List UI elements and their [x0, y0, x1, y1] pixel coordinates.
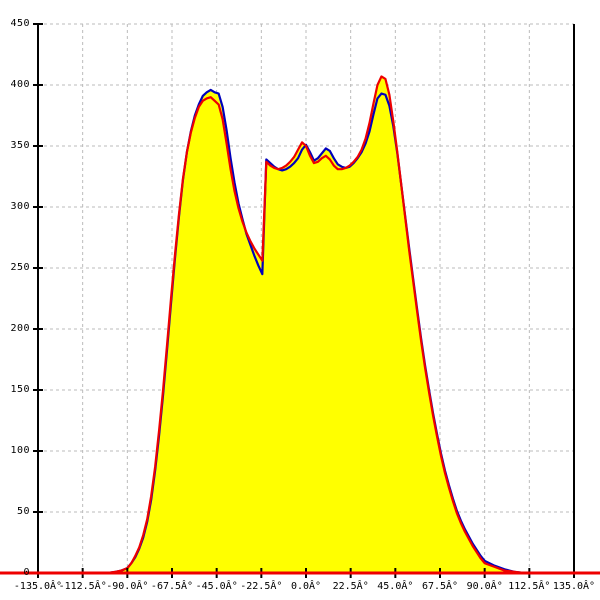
x-axis-tick-label: 45.0Â° [377, 581, 414, 592]
x-axis-tick-label: -45.0Â° [195, 581, 238, 592]
y-axis-tick-label: 50 [16, 506, 30, 517]
x-axis-tick-label: 135.0Â° [552, 581, 596, 592]
x-axis-tick-label: -67.5Â° [150, 581, 194, 592]
y-axis-tick-label: 0 [23, 567, 30, 578]
x-axis-tick-label: 90.0Â° [466, 581, 503, 592]
y-axis-tick-label: 300 [10, 201, 30, 212]
y-axis-tick-label: 350 [10, 140, 30, 151]
x-axis-tick-label: 67.5Â° [421, 581, 459, 592]
x-axis-tick-label: -22.5Â° [240, 581, 283, 592]
y-axis-tick-label: 450 [10, 18, 30, 29]
x-axis-tick-label: 112.5Â° [508, 581, 551, 592]
y-axis-tick-label: 200 [10, 323, 30, 334]
x-axis-tick-label: 22.5Â° [332, 581, 369, 592]
x-axis-tick-label: -135.0Â° [13, 581, 63, 592]
x-axis-tick-label: 0.0Â° [290, 581, 322, 592]
x-axis-tick-label: -90.0Â° [106, 581, 149, 592]
area-fill [38, 76, 574, 574]
x-axis-tick-label: -112.5Â° [58, 581, 107, 592]
y-axis-tick-label: 250 [10, 262, 30, 273]
series-lines [38, 75, 574, 575]
y-axis-tick-label: 100 [10, 445, 30, 456]
y-axis-tick-label: 150 [10, 384, 30, 395]
y-axis-tick-label: 400 [10, 79, 30, 90]
